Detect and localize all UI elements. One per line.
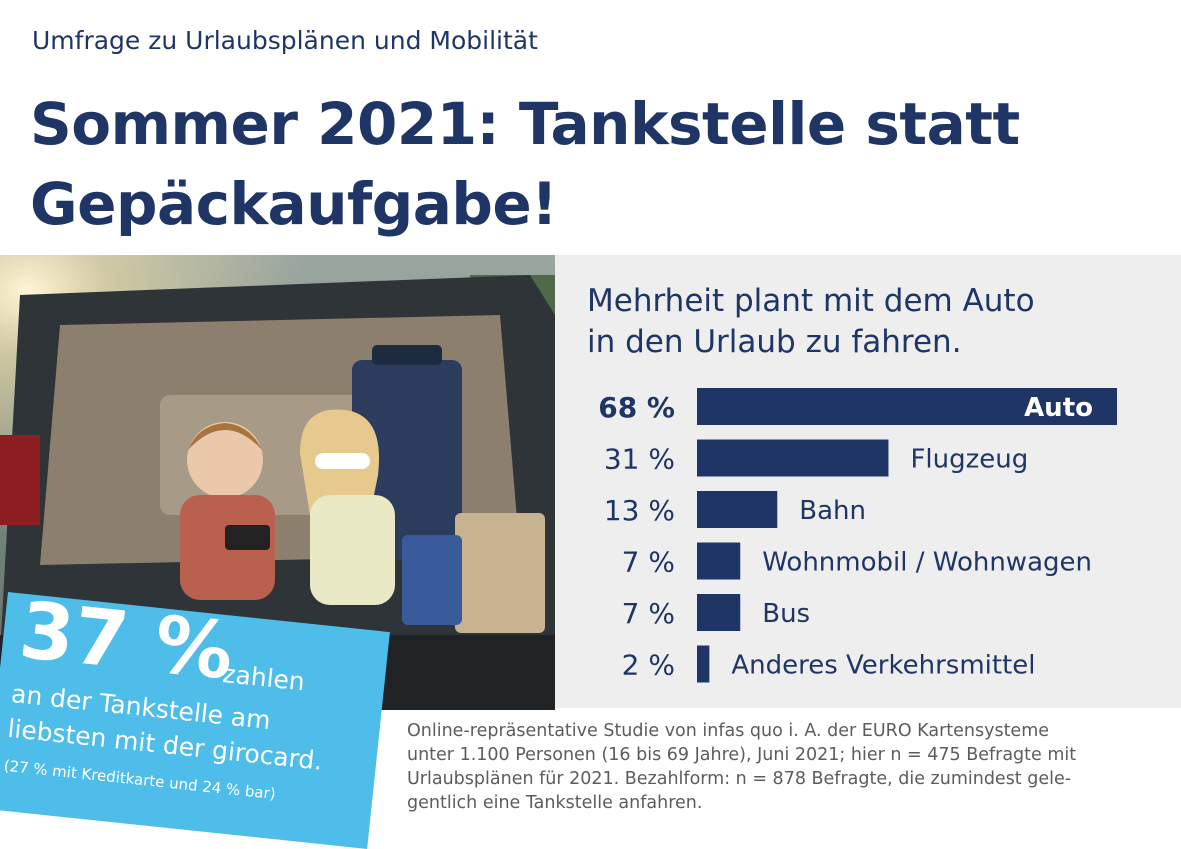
bar-value-label: 7 %	[622, 597, 675, 630]
bar-wohnmobil-wohnwagen	[697, 542, 741, 580]
bar-value-label: 31 %	[604, 443, 675, 476]
bar-category-label: Bus	[762, 599, 810, 629]
bar-bus	[697, 594, 741, 631]
headline: Sommer 2021: Tankstelle statt Gepäckaufg…	[30, 84, 1020, 244]
bar-category-label: Bahn	[799, 496, 866, 526]
source-line-4: gentlich eine Tankstelle anfahren.	[407, 793, 703, 813]
bar-anderes-verkehrsmittel	[697, 645, 710, 683]
chart-title-line-2: in den Urlaub zu fahren.	[587, 324, 962, 360]
chart-title: Mehrheit plant mit dem Auto in den Urlau…	[587, 281, 1035, 363]
bar-flugzeug	[697, 439, 889, 477]
badge-word: zahlen	[221, 658, 307, 697]
bar-value-label: 7 %	[622, 546, 675, 579]
source-line-3: Urlaubsplänen für 2021. Bezahlform: n = …	[407, 769, 1072, 789]
bar-category-label: Anderes Verkehrsmittel	[731, 651, 1035, 681]
bar-category-label: Flugzeug	[910, 445, 1028, 475]
bar-value-label: 13 %	[604, 494, 675, 527]
bar-value-label: 68 %	[598, 391, 675, 424]
bar-category-label: Wohnmobil / Wohnwagen	[762, 548, 1092, 578]
bar-bahn	[697, 491, 778, 528]
source-line-1: Online-repräsentative Studie von infas q…	[407, 721, 1050, 741]
headline-line-2: Gepäckaufgabe!	[30, 170, 558, 238]
kicker: Umfrage zu Urlaubsplänen und Mobilität	[32, 26, 538, 55]
bar-value-label: 2 %	[622, 649, 675, 682]
source-note: Online-repräsentative Studie von infas q…	[407, 719, 1076, 815]
headline-line-1: Sommer 2021: Tankstelle statt	[30, 90, 1020, 158]
bar-auto	[697, 388, 1117, 425]
chart-panel: Mehrheit plant mit dem Auto in den Urlau…	[555, 255, 1181, 708]
girocard-badge: 37 % zahlen an der Tankstelle am liebste…	[0, 586, 390, 849]
bar-category-label: Auto	[1024, 393, 1093, 423]
bar-chart: 68 % Auto 31 % Flugzeug 13 % Bahn 7 % Wohnmobil…	[598, 388, 1117, 683]
chart-title-line-1: Mehrheit plant mit dem Auto	[587, 283, 1035, 319]
source-line-2: unter 1.100 Personen (16 bis 69 Jahre), …	[407, 745, 1077, 765]
